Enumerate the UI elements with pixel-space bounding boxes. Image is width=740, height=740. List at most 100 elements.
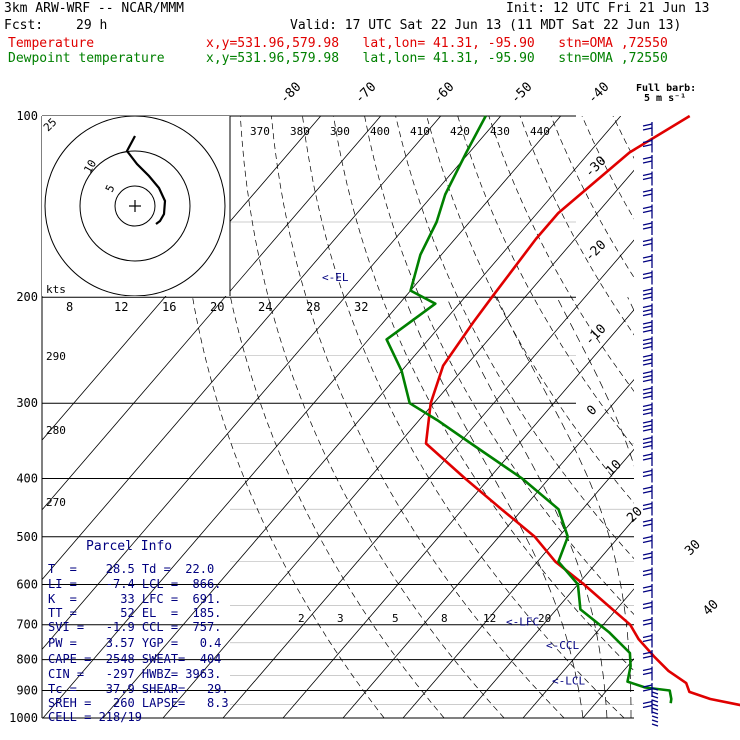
wind-barb-flag (642, 341, 653, 346)
wind-barb-flag (642, 469, 653, 474)
wind-barb-flag (642, 205, 653, 210)
wind-barb (651, 695, 659, 699)
wind-barb-flag (642, 700, 653, 705)
wind-barb-flag (642, 209, 653, 214)
isentrope-label: 400 (370, 125, 390, 138)
wind-barb-flag (642, 395, 653, 399)
wind-barb-flag (642, 605, 653, 610)
wind-barb-flag (642, 362, 653, 366)
wind-barb-flag (642, 127, 653, 131)
parcel-info-row: SREH = 260 LAPSE= 8.3 (48, 696, 229, 710)
dewpoint-location: x,y=531.96,579.98 lat,lon= 41.31, -95.90… (206, 51, 668, 66)
wind-barb-flag (642, 189, 653, 193)
wind-barb-flag (642, 160, 653, 164)
dry-adiabat (488, 116, 634, 392)
wind-barb-flag (642, 655, 653, 659)
isotherm (703, 116, 740, 718)
wind-barb (651, 691, 659, 695)
parcel-info-row: T = 28.5 Td = 22.0 (48, 562, 215, 576)
wind-barb-flag (642, 143, 653, 148)
pressure-label: 700 (16, 618, 38, 632)
wind-barb-flag (642, 667, 653, 672)
pressure-label: 200 (16, 290, 38, 304)
wind-barb-flag (642, 354, 653, 358)
parcel-info-row: LI = -7.4 LCL = 866. (48, 577, 222, 591)
wind-barb-flag (642, 436, 653, 441)
wind-barb-flag (642, 622, 653, 626)
hodograph-trace (125, 135, 167, 225)
wind-barb-flag (642, 539, 653, 544)
wind-barb (651, 687, 659, 691)
isentrope-label: 370 (250, 125, 270, 138)
theta-label: 270 (46, 496, 66, 509)
wind-barb-flag (642, 193, 653, 197)
dry-adiabat (302, 116, 625, 718)
wind-barb-flag (642, 403, 653, 408)
wind-barb-flag (642, 288, 653, 292)
wind-barb-flag (642, 444, 653, 449)
pressure-label: 900 (16, 683, 38, 697)
isentrope-label: 390 (330, 125, 350, 138)
isotherm (102, 116, 622, 718)
sounding-curves (385, 114, 740, 707)
wind-barb-flag (642, 321, 653, 325)
isotherm (42, 116, 502, 651)
moist-adiabat (556, 297, 634, 467)
parcel-info-row: PW = 3.57 YGP = 0.4 (48, 636, 222, 650)
pressure-label: 1000 (9, 711, 38, 725)
wind-barb-flag (642, 292, 653, 296)
dry-adiabat (177, 116, 385, 718)
wind-barb-flag (642, 556, 653, 560)
parcel-info-title: Parcel Info (86, 539, 173, 554)
isotherm-label: 40 (700, 597, 722, 619)
mixing-ratio-label: 3 (337, 612, 344, 625)
wind-barb-flag (642, 568, 653, 573)
dry-adiabat (208, 116, 445, 718)
isotherm (222, 239, 634, 718)
isotherm-label: -60 (430, 80, 457, 107)
wind-barb-flag (642, 618, 653, 622)
wind-barb-flag (642, 242, 653, 247)
wind-barb (651, 711, 659, 715)
dewpoint-legend: Dewpoint temperature (8, 51, 165, 66)
wind-barb-column (642, 122, 659, 727)
wind-barb-flag (642, 486, 653, 490)
wind-barb-flag (642, 457, 653, 461)
parcel-info-row: K = 33 LFC = 691. (48, 592, 222, 606)
mixing-ratio-label: 2 (298, 612, 305, 625)
wind-barb-flag (642, 271, 653, 276)
pressure-label: 400 (16, 471, 38, 485)
level-marker: <-CCL (546, 639, 579, 652)
wind-barb (651, 715, 659, 719)
init-time: Init: 12 UTC Fri 21 Jun 13 (506, 1, 710, 16)
pressure-label: 800 (16, 653, 38, 667)
isotherm (342, 379, 634, 718)
moist-adiabat (404, 297, 584, 718)
isotherm (643, 116, 740, 718)
dry-adiabat (364, 116, 634, 615)
wind-barb-flag (642, 572, 653, 577)
wind-barb (651, 699, 659, 703)
wind-barb-flag (642, 156, 653, 160)
speed-tick-label: 32 (354, 300, 368, 314)
wind-barb-flag (642, 238, 653, 243)
wind-barb-flag (642, 275, 653, 280)
isentrope-label: 420 (450, 125, 470, 138)
wind-barb-flag (642, 391, 653, 395)
isotherm (282, 309, 634, 718)
wind-barb-flag (642, 420, 653, 424)
moist-adiabat (703, 297, 729, 718)
dry-adiabat (581, 116, 634, 220)
wind-barb-flag (642, 123, 653, 127)
temperature-location: x,y=531.96,579.98 lat,lon= 41.31, -95.90… (206, 36, 668, 51)
wind-barb-flag (642, 552, 653, 556)
dry-adiabat (271, 116, 565, 718)
wind-barb-flag (642, 222, 653, 226)
isotherm-label: 0 (584, 403, 600, 419)
dry-adiabat (426, 116, 634, 504)
dry-adiabat (644, 116, 740, 718)
wind-barb-flag (642, 651, 653, 655)
wind-barb-flag (642, 671, 653, 676)
wind-barb-flag (642, 490, 653, 494)
